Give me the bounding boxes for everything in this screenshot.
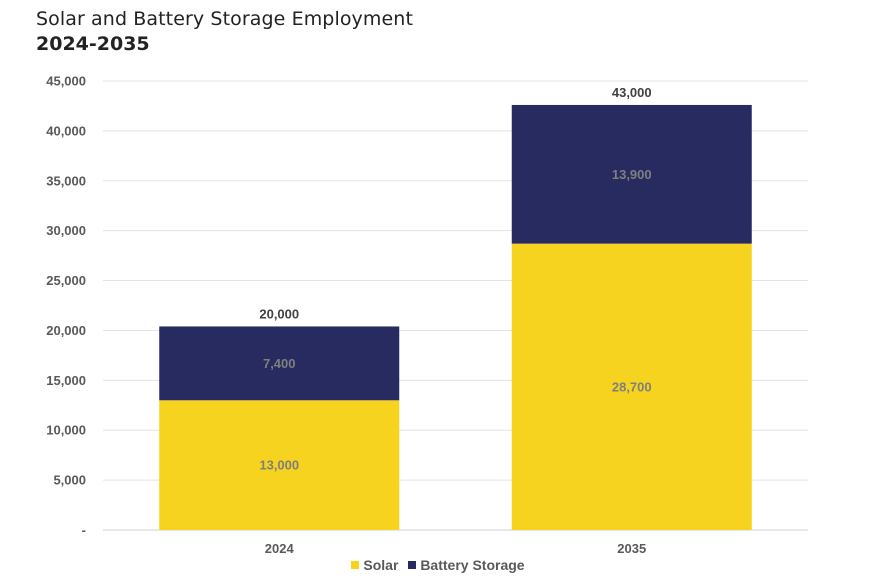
legend-swatch-solar: [351, 561, 360, 569]
legend-swatch-battery-storage: [408, 561, 417, 569]
bar-battery-storage-2024: [159, 326, 400, 401]
y-tick-label: 15,000: [46, 373, 86, 388]
data-label-solar-2035: 28,700: [612, 379, 652, 394]
y-tick-label: 45,000: [46, 74, 86, 89]
bar-solar-2035: [511, 243, 752, 531]
data-label-battery-storage-2024: 7,400: [263, 356, 296, 371]
y-tick-label: 5,000: [53, 473, 86, 488]
y-tick-label: 25,000: [46, 273, 86, 288]
y-tick-label: 30,000: [46, 223, 86, 238]
bar-solar-2024: [159, 400, 400, 530]
legend-item-battery-storage: Battery Storage: [408, 557, 525, 573]
x-tick-label-2035: 2035: [617, 541, 646, 556]
y-tick-label: 10,000: [46, 423, 86, 438]
legend-item-solar: Solar: [351, 557, 398, 573]
chart-title: Solar and Battery Storage Employment: [36, 8, 413, 30]
legend: Solar Battery Storage: [0, 556, 876, 573]
total-label-2024: 20,000: [259, 306, 299, 321]
y-tick-label: -: [82, 523, 86, 538]
total-label-2035: 43,000: [612, 85, 652, 100]
x-tick-label-2024: 2024: [265, 541, 295, 556]
y-tick-label: 40,000: [46, 123, 86, 138]
bar-battery-storage-2035: [511, 104, 752, 244]
data-label-battery-storage-2035: 13,900: [612, 167, 652, 182]
data-label-solar-2024: 13,000: [259, 458, 299, 473]
y-tick-label: 35,000: [46, 173, 86, 188]
legend-label-solar: Solar: [363, 557, 399, 573]
legend-label-battery-storage: Battery Storage: [420, 557, 525, 573]
chart-subtitle: 2024-2035: [36, 33, 150, 55]
y-tick-label: 20,000: [46, 323, 86, 338]
